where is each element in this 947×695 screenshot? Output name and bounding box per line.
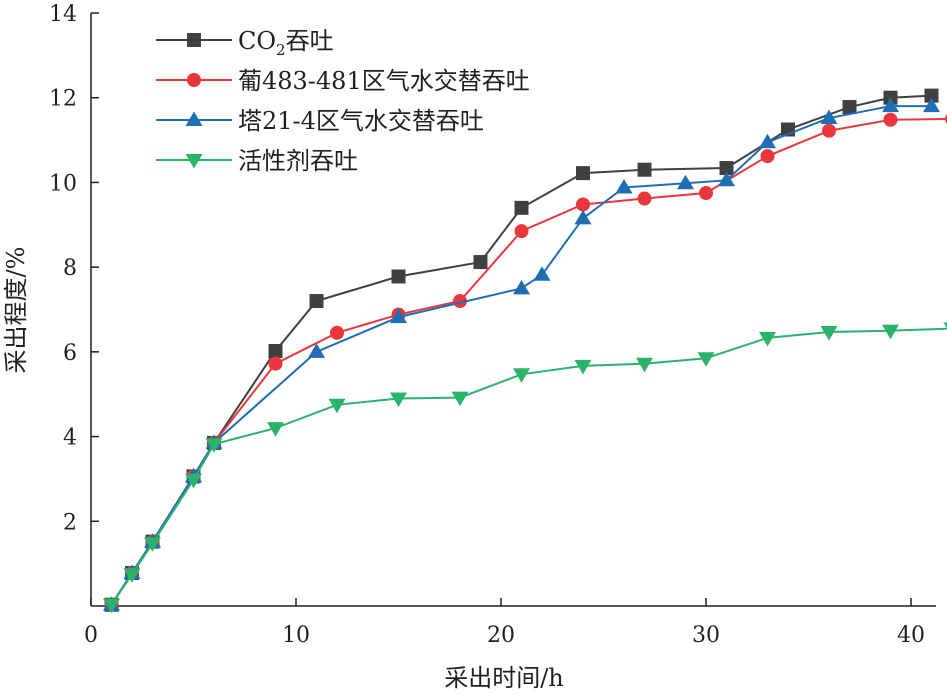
data-point-square — [391, 269, 406, 284]
data-point-triangle-down — [123, 568, 141, 583]
data-point-triangle-down — [267, 422, 284, 437]
data-point-triangle-down — [943, 322, 947, 329]
data-point-triangle-down — [103, 598, 120, 614]
data-point-square — [309, 294, 324, 309]
series-line — [110, 94, 932, 606]
legend-label: CO2吞吐 — [238, 27, 334, 59]
data-point-triangle-down — [451, 391, 469, 407]
data-point-triangle-down — [390, 392, 407, 407]
data-point-triangle-up — [759, 133, 776, 149]
y-tick-label: 10 — [49, 171, 77, 196]
data-point-square — [514, 200, 529, 215]
data-point-square — [924, 88, 939, 103]
data-point-circle — [576, 197, 590, 212]
y-tick-label: 2 — [63, 510, 77, 535]
data-point-square — [719, 161, 734, 176]
data-point-triangle-up — [820, 109, 838, 125]
series-2 — [104, 112, 947, 612]
series-1 — [104, 88, 939, 612]
data-point-triangle-down — [328, 398, 346, 414]
data-point-triangle-up — [882, 97, 899, 113]
legend-label: 活性剂吞吐 — [238, 147, 358, 175]
data-point-circle — [883, 112, 898, 127]
data-point-circle — [514, 224, 529, 239]
series-line — [110, 105, 932, 606]
x-tick-label: 0 — [84, 623, 98, 648]
y-axis-title: 采出程度/% — [2, 247, 30, 374]
data-point-triangle-down — [574, 359, 592, 375]
legend-item: 活性剂吞吐 — [156, 147, 358, 175]
y-tick-label: 4 — [63, 426, 77, 451]
data-point-square — [842, 100, 857, 115]
y-tick-label: 8 — [63, 256, 77, 281]
data-point-square — [473, 255, 488, 270]
data-point-square — [576, 166, 590, 181]
x-tick-label: 40 — [897, 623, 925, 648]
data-point-circle — [822, 123, 836, 138]
data-point-triangle-up — [308, 343, 325, 358]
data-point-triangle-down — [759, 331, 776, 347]
legend-label: 葡483-481区气水交替吞吐 — [238, 67, 530, 95]
data-point-triangle-down — [185, 154, 203, 169]
y-tick-label: 12 — [49, 87, 77, 112]
legend-item: CO2吞吐 — [156, 27, 334, 59]
x-tick-label: 30 — [692, 623, 720, 648]
data-point-square — [268, 344, 283, 359]
data-point-circle — [699, 186, 713, 201]
data-point-triangle-down — [205, 438, 223, 453]
data-point-triangle-down — [185, 473, 202, 489]
data-point-triangle-down — [144, 537, 161, 552]
data-point-circle — [187, 73, 201, 87]
data-point-triangle-down — [697, 352, 715, 367]
series-line — [110, 117, 947, 606]
data-point-triangle-up — [513, 279, 530, 295]
data-point-triangle-down — [882, 324, 899, 340]
data-point-circle — [268, 356, 283, 371]
legend-item: 葡483-481区气水交替吞吐 — [156, 67, 530, 95]
data-point-triangle-up — [615, 179, 633, 194]
x-tick-label: 20 — [487, 623, 515, 648]
data-point-triangle-up — [923, 97, 940, 113]
data-point-triangle-down — [820, 325, 838, 341]
x-tick-label: 10 — [282, 623, 310, 648]
data-point-triangle-up — [390, 308, 407, 324]
data-point-triangle-up — [574, 209, 592, 225]
legend-label: 塔21-4区气水交替吞吐 — [238, 107, 484, 135]
data-point-circle — [330, 325, 344, 340]
data-point-triangle-up — [718, 171, 735, 187]
x-axis-title: 采出时间/h — [444, 664, 564, 692]
data-point-circle — [760, 149, 775, 164]
series-4 — [103, 322, 947, 614]
y-tick-label: 6 — [63, 341, 77, 366]
series-3 — [103, 97, 940, 611]
series-line — [110, 327, 947, 606]
data-point-triangle-up — [677, 174, 694, 190]
legend-item: 塔21-4区气水交替吞吐 — [156, 107, 484, 135]
data-point-triangle-up — [533, 266, 551, 281]
y-tick-label: 14 — [49, 2, 77, 27]
chart-series — [103, 88, 947, 614]
data-point-circle — [637, 191, 652, 206]
data-point-triangle-down — [636, 357, 653, 373]
data-point-triangle-up — [185, 111, 203, 126]
data-point-square — [637, 162, 652, 177]
data-point-triangle-down — [513, 368, 530, 383]
data-point-square — [187, 33, 201, 47]
chart-axes: 2 4 6 8 10 12 14 0 10 20 30 40 — [49, 2, 936, 648]
